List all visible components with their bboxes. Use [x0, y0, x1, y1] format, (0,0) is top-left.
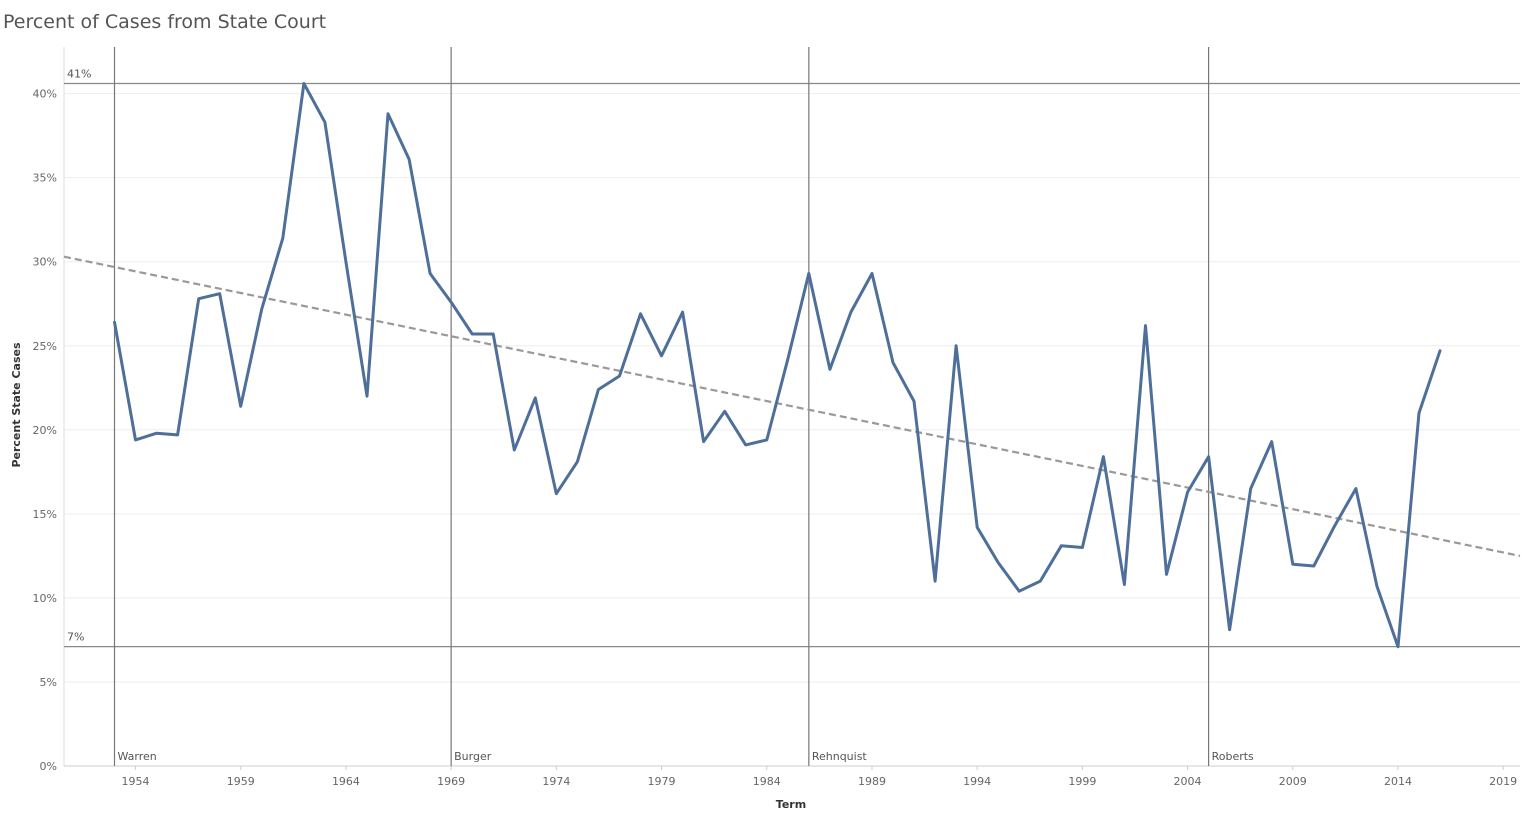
- y-axis-title: Percent State Cases: [10, 342, 23, 468]
- y-tick-label: 20%: [33, 424, 57, 437]
- reference-line-label: 41%: [67, 68, 91, 81]
- y-tick-label: 30%: [33, 256, 57, 269]
- x-tick-label: 1989: [858, 775, 886, 788]
- x-tick-label: 1959: [227, 775, 255, 788]
- era-label: Warren: [117, 750, 156, 763]
- x-tick-labels: 1954 1959 1964 1969 1974 1979 1984 1989 1994 1999…: [122, 766, 1517, 788]
- x-tick-label: 1999: [1068, 775, 1096, 788]
- y-tick-labels: 0% 5% 10% 15% 20% 25% 30% 35% 40%: [33, 88, 57, 773]
- x-tick-label: 2009: [1279, 775, 1307, 788]
- trend-layer: [63, 255, 1521, 557]
- era-label: Rehnquist: [812, 750, 868, 763]
- reference-lines: 41% 7%: [64, 68, 1520, 648]
- x-tick-label: 1984: [753, 775, 781, 788]
- x-tick-label: 1979: [648, 775, 676, 788]
- x-tick-label: 2004: [1174, 775, 1202, 788]
- y-tick-label: 35%: [33, 172, 57, 185]
- x-tick-label: 1969: [437, 775, 465, 788]
- y-tick-label: 15%: [33, 508, 57, 521]
- era-lines: Warren Burger Rehnquist Roberts: [113, 47, 1254, 766]
- y-tick-label: 5%: [40, 676, 57, 689]
- grid-layer: [64, 93, 1520, 683]
- x-tick-label: 2014: [1384, 775, 1412, 788]
- chart-title: Percent of Cases from State Court: [3, 11, 327, 33]
- y-tick-label: 0%: [40, 760, 57, 773]
- trend-line: [63, 255, 1521, 557]
- x-tick-label: 1964: [332, 775, 360, 788]
- x-tick-label: 1994: [963, 775, 991, 788]
- reference-line-label: 7%: [67, 631, 84, 644]
- y-tick-label: 40%: [33, 88, 57, 101]
- series-line: [113, 82, 1442, 649]
- era-label: Burger: [454, 750, 492, 763]
- x-tick-label: 1974: [542, 775, 570, 788]
- x-tick-label: 2019: [1489, 775, 1517, 788]
- era-label: Roberts: [1212, 750, 1254, 763]
- x-tick-label: 1954: [122, 775, 150, 788]
- y-tick-label: 25%: [33, 340, 57, 353]
- y-tick-label: 10%: [33, 592, 57, 605]
- x-axis-title: Term: [776, 798, 806, 811]
- series-layer: [113, 82, 1442, 649]
